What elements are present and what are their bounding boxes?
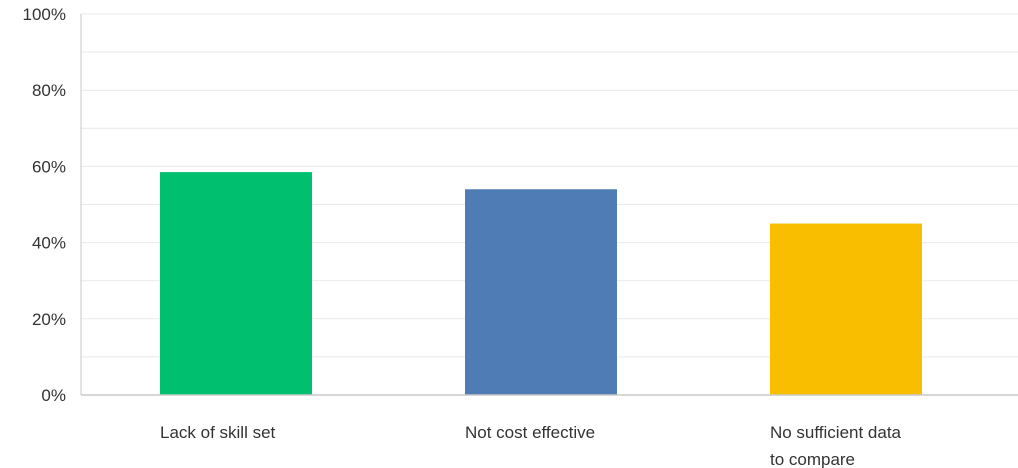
y-axis-tick-labels: 0% 20% 40% 60% 80% 100%: [23, 5, 66, 405]
y-tick-label: 0%: [41, 386, 66, 405]
bar: [464, 189, 617, 395]
y-tick-label: 20%: [32, 310, 66, 329]
bars: [159, 172, 922, 395]
y-tick-label: 60%: [32, 157, 66, 176]
y-tick-label: 80%: [32, 81, 66, 100]
y-tick-label: 40%: [32, 234, 66, 253]
x-category-label: No sufficient data to compare: [770, 423, 902, 468]
x-category-label: Lack of skill set: [160, 423, 276, 442]
axes: [80, 14, 1018, 396]
bar: [159, 172, 312, 395]
x-axis-category-labels: Lack of skill set Not cost effective No su…: [160, 423, 902, 468]
bar: [769, 223, 922, 395]
x-category-label: Not cost effective: [465, 423, 595, 442]
y-tick-label: 100%: [23, 5, 66, 24]
